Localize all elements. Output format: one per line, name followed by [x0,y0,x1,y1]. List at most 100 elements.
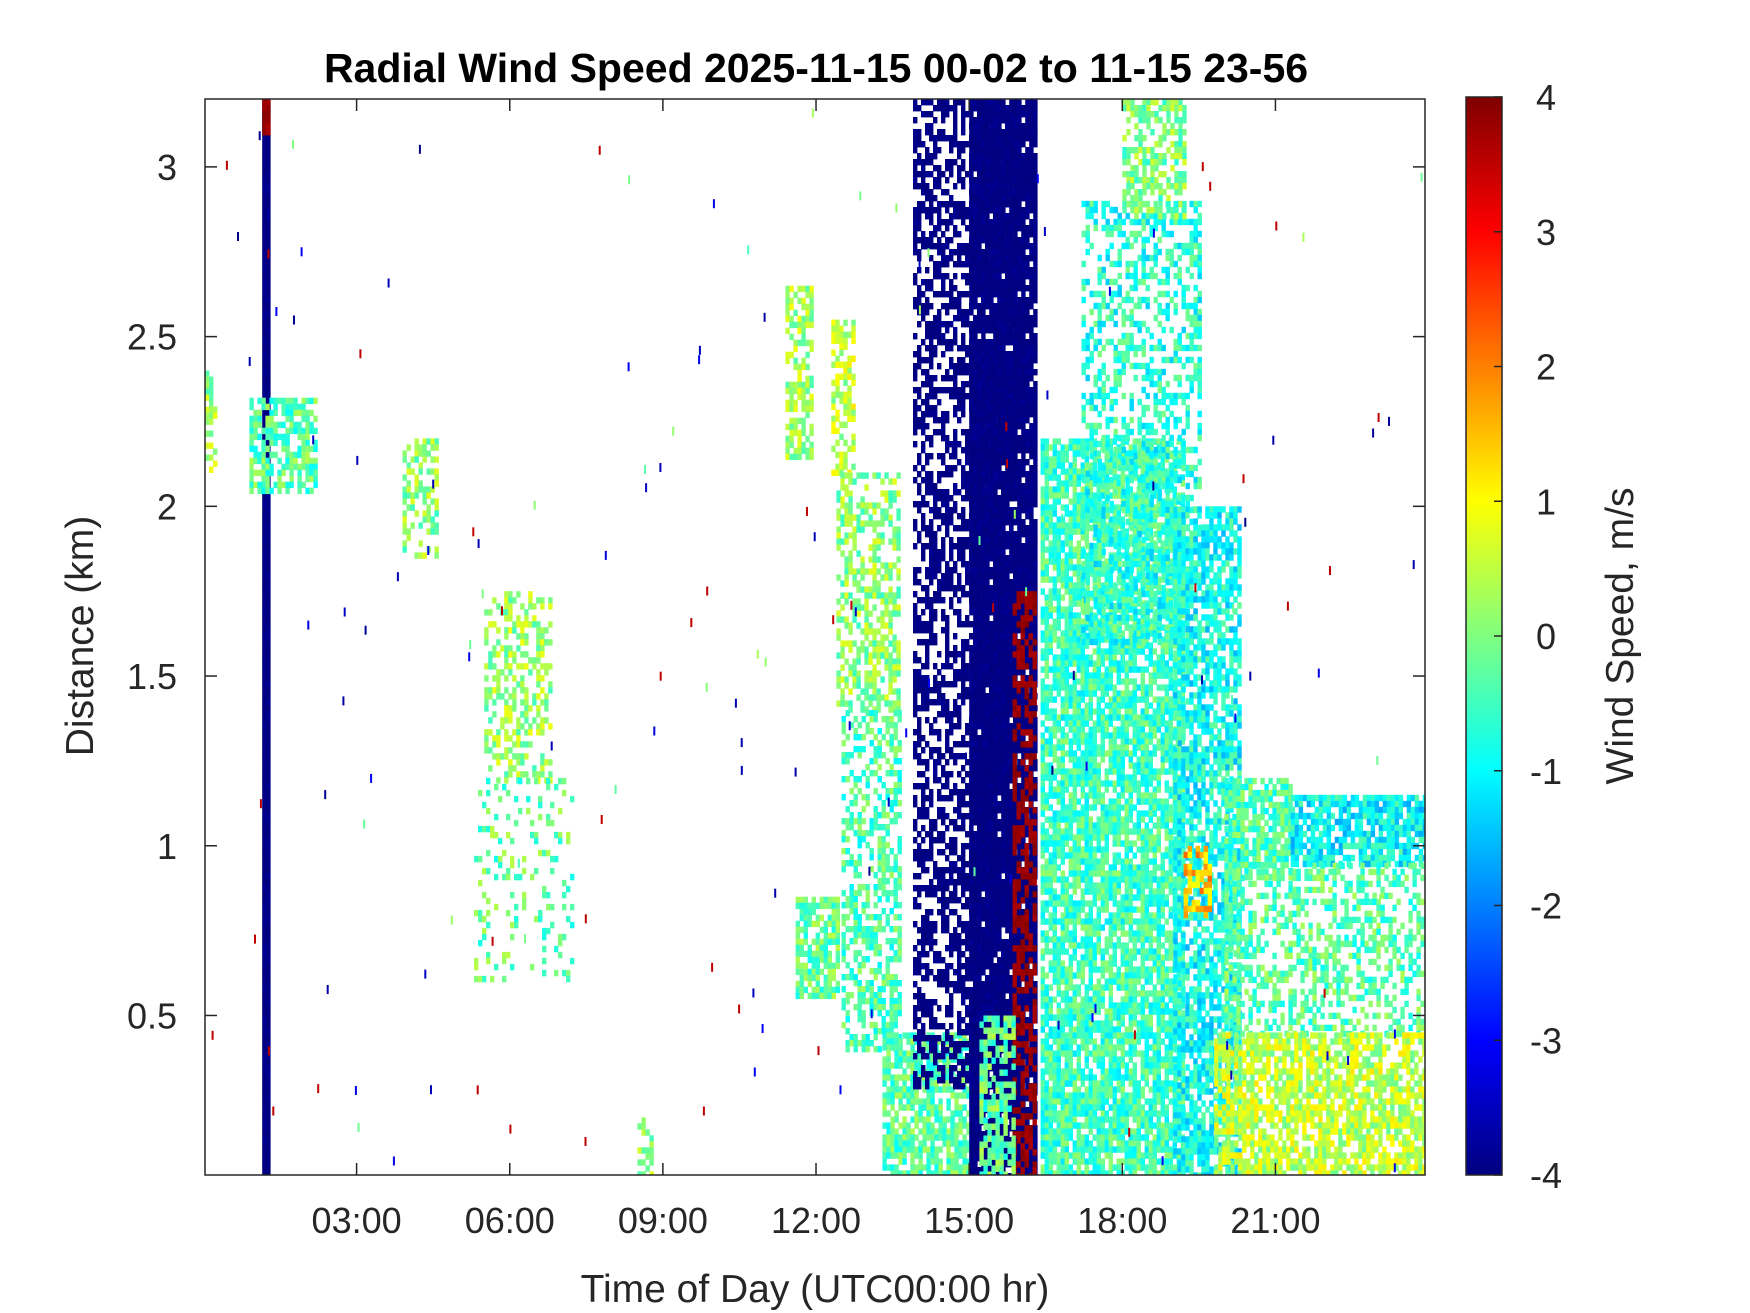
heatmap-cell [945,417,950,424]
heatmap-cell [898,1050,903,1057]
heatmap-cell [941,459,946,466]
heatmap-cell [538,849,543,857]
heatmap-cell [516,735,521,742]
heatmap-cell [840,478,845,485]
heatmap-cell [262,375,267,382]
heatmap-cell [836,508,841,515]
heatmap-cell [933,675,938,682]
heatmap-cell [981,735,986,742]
heatmap-cell [486,921,491,929]
heatmap-cell [823,986,828,994]
heatmap-cell [257,415,262,423]
heatmap-cell [965,723,970,730]
heatmap-cell [262,717,267,724]
heatmap-cell [864,484,869,491]
heatmap-cell [864,706,869,713]
heatmap-cell [921,183,926,190]
heatmap-cell [881,782,886,789]
heatmap-cell [835,355,840,362]
heatmap-cell [414,552,419,559]
heatmap-cell [876,472,881,479]
heatmap-cell [953,843,958,850]
heatmap-cell [868,670,873,677]
heatmap-cell [949,345,954,352]
heatmap-cell [540,663,545,670]
heatmap-cell [809,381,814,389]
heatmap-cell [965,939,970,946]
heatmap-cell [896,610,901,617]
heatmap-cell [873,890,878,897]
heatmap-cell [865,1034,870,1041]
heatmap-cell [809,309,814,317]
heatmap-cell [266,375,271,382]
heatmap-cell [941,885,946,892]
heatmap-cell [872,562,877,569]
heatmap-cell [977,951,982,958]
heatmap-cell [262,651,267,658]
heatmap-cell [921,141,926,148]
heatmap-cell [929,969,934,976]
heatmap-cell [933,351,938,358]
heatmap-cell [937,105,942,112]
heatmap-cell [938,1098,943,1105]
heatmap-cell [945,507,950,514]
heatmap-cell [965,525,970,532]
heatmap-region-2 [205,370,218,473]
heatmap-cell [941,417,946,424]
heatmap-cell [869,740,874,747]
heatmap-cell [921,525,926,532]
heatmap-cell [957,441,962,448]
heatmap-cell [941,753,946,760]
heatmap-cell [913,615,918,622]
heatmap-cell [402,492,407,499]
heatmap-cell [957,147,962,154]
heatmap-cell [953,669,958,676]
heatmap-cell [848,568,853,575]
heatmap-cell [969,351,974,358]
heatmap-cell [558,939,563,947]
heatmap-cell [853,782,858,789]
heatmap-cell [494,831,499,839]
heatmap-cell [884,664,889,671]
heatmap-cell [958,1092,963,1099]
heatmap-cell [797,285,802,293]
heatmap-cell [985,831,990,838]
heatmap-cell [262,195,267,202]
heatmap-cell [941,927,946,934]
heatmap-cell [946,1104,951,1111]
heatmap-cell [917,861,922,868]
heatmap-cell [841,956,846,963]
heatmap-cell [965,693,970,700]
heatmap-cell [536,597,541,604]
heatmap-cell [953,393,958,400]
heatmap-cell [933,333,938,340]
heatmap-cell [926,1128,931,1135]
heatmap-cell [953,105,958,112]
heatmap-cell [528,621,533,628]
heatmap-cell [253,445,258,453]
heatmap-cell [861,992,866,999]
heatmap-cell [418,468,423,475]
heatmap-cell [793,405,798,413]
heatmap-cell [897,758,902,765]
heatmap-cell [261,475,266,483]
heatmap-cell [544,717,549,724]
heatmap-cell [921,1035,926,1042]
heatmap-cell [898,1146,903,1153]
heatmap-cell [941,957,946,964]
heatmap-cell [508,693,513,700]
heatmap-cell [253,421,258,429]
heatmap-cell [893,854,898,861]
heatmap-cell [847,409,852,416]
heatmap-cell [913,945,918,952]
heatmap-cell [898,1158,903,1165]
heatmap-cell [897,878,902,885]
heatmap-cell [933,1041,938,1048]
heatmap-cell [888,610,893,617]
heatmap-cell [865,1040,870,1047]
heatmap-cell [942,1128,947,1135]
heatmap-cell [973,915,978,922]
heatmap-cell [945,825,950,832]
heatmap-cell [266,165,271,172]
heatmap-cell [949,1071,954,1078]
